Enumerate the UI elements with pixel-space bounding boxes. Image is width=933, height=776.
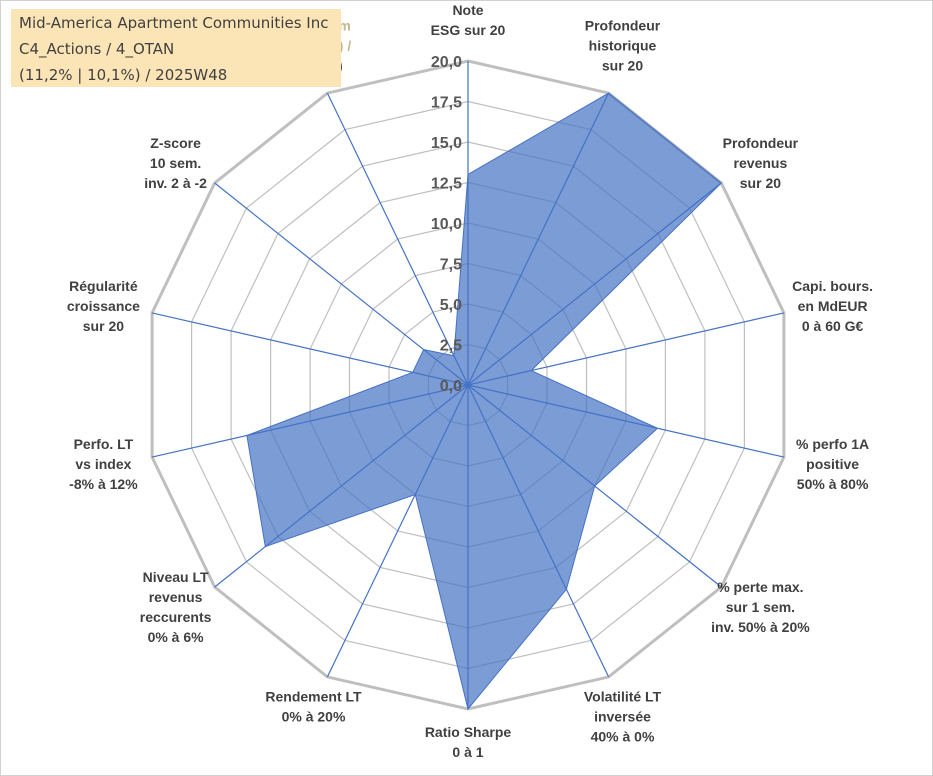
category-label: Régularité croissance sur 20 xyxy=(67,278,140,334)
category-label: Niveau LT revenus reccurents 0% à 6% xyxy=(140,569,212,645)
category-label: Perfo. LT vs index -8% à 12% xyxy=(69,436,138,492)
category-labels: Note ESG sur 20 Profondeur historique sur 20… xyxy=(67,2,873,760)
category-label: Note ESG sur 20 xyxy=(431,2,506,38)
radial-tick-label: 20,0 xyxy=(431,54,462,71)
category-label: % perte max. sur 1 sem. inv. 50% à 20% xyxy=(711,579,810,635)
category-label: % perfo 1A positive 50% à 80% xyxy=(796,436,869,492)
radar-spoke xyxy=(326,92,469,386)
radial-tick-label: 15,0 xyxy=(431,135,462,152)
chart-title-box: Mid-America Apartment Communities Inc C4… xyxy=(11,9,341,87)
category-label: Z-score 10 sem. inv. 2 à -2 xyxy=(144,135,207,191)
chart-period: (11,2% | 10,1%) / 2025W48 xyxy=(19,66,228,84)
radar-series-area xyxy=(246,92,723,711)
chart-title: Mid-America Apartment Communities Inc xyxy=(19,14,329,32)
category-label: Volatilité LT inversée 40% à 0% xyxy=(584,689,662,745)
radial-axis-ticks: 0,0 2,5 5,0 7,5 10,0 12,5 15,0 17,5 20,0 xyxy=(431,54,462,395)
category-label: Ratio Sharpe 0 à 1 xyxy=(425,724,512,760)
radial-tick-label: 10,0 xyxy=(431,216,462,233)
category-label: Profondeur revenus sur 20 xyxy=(723,135,799,191)
radial-tick-label: 7,5 xyxy=(440,257,462,274)
radar-series xyxy=(246,92,723,711)
radial-tick-label: 0,0 xyxy=(440,378,462,395)
chart-subtitle: C4_Actions / 4_OTAN xyxy=(19,40,175,58)
category-label: Capi. bours. en MdEUR 0 à 60 G€ xyxy=(792,278,873,334)
category-label: Rendement LT 0% à 20% xyxy=(265,689,362,725)
radial-tick-label: 12,5 xyxy=(431,176,462,193)
category-label: Profondeur historique sur 20 xyxy=(585,17,661,73)
radial-tick-label: 17,5 xyxy=(431,95,462,112)
radial-tick-label: 2,5 xyxy=(440,338,462,355)
radial-tick-label: 5,0 xyxy=(440,297,462,314)
